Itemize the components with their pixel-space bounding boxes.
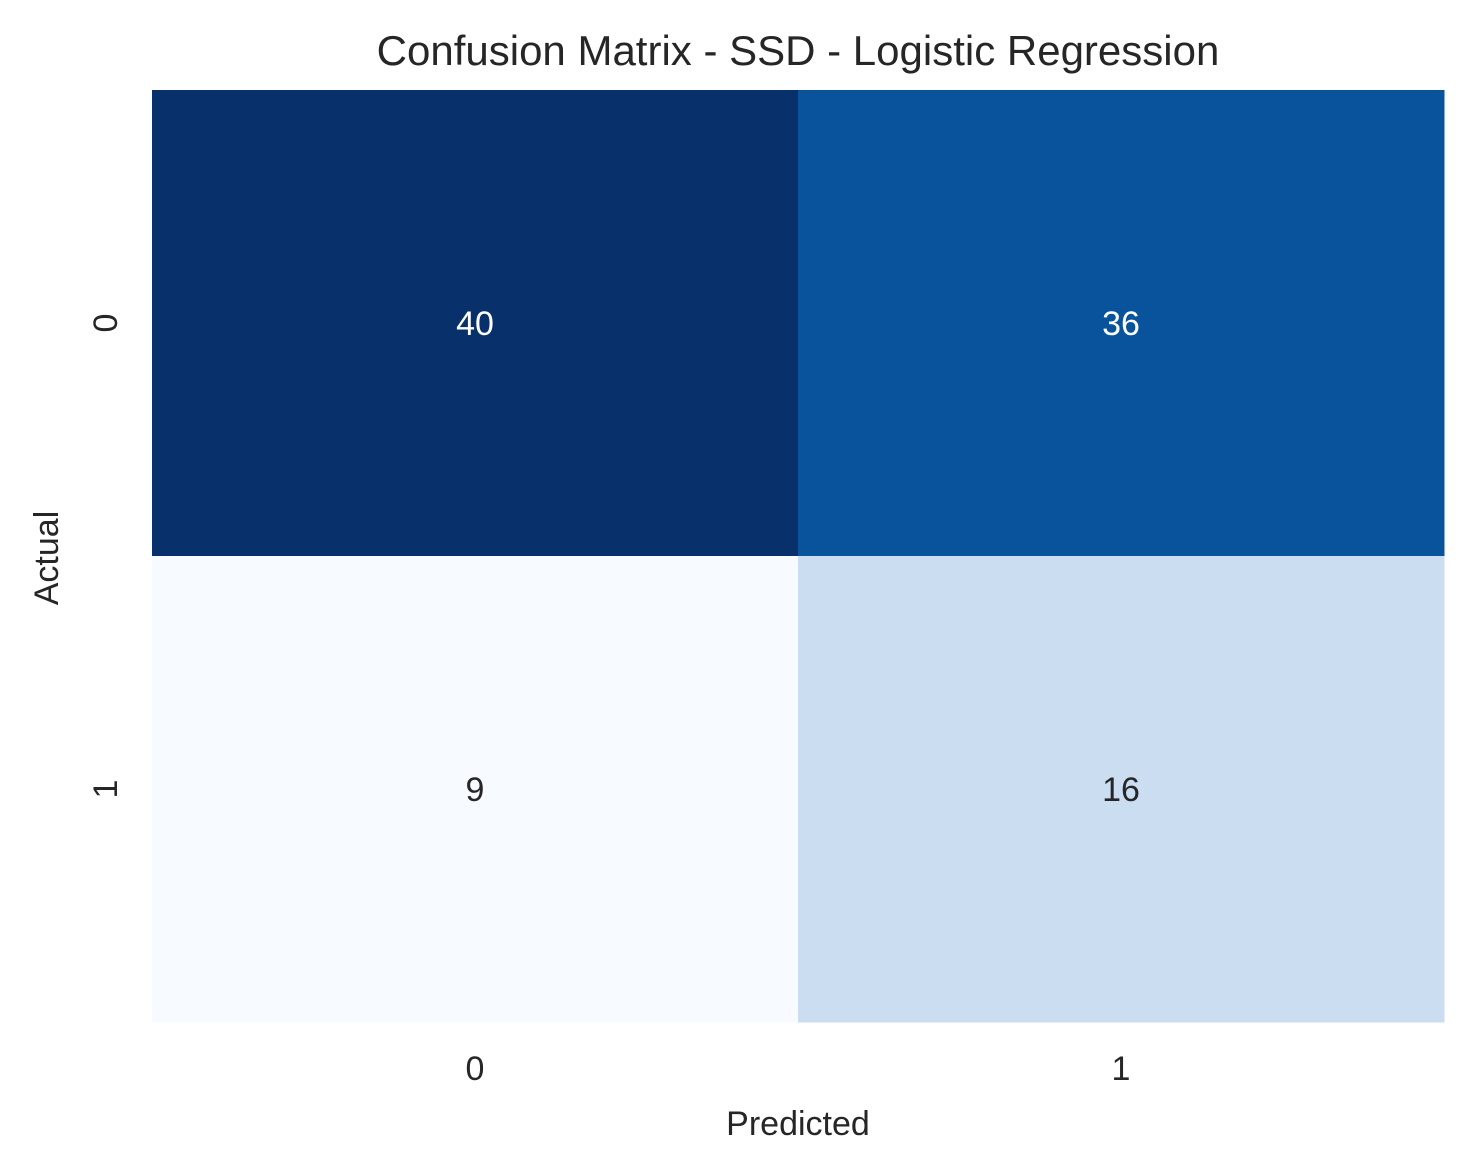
y-axis-ticks: 01 — [87, 314, 125, 799]
chart-title: Confusion Matrix - SSD - Logistic Regres… — [377, 27, 1220, 74]
y-tick-label-0: 0 — [87, 314, 125, 333]
heatmap-cell-r0-c1 — [798, 90, 1445, 557]
cell-value-label-r0-c0: 40 — [456, 305, 494, 343]
x-axis-label: Predicted — [726, 1105, 870, 1143]
x-tick-label-1: 1 — [1112, 1050, 1131, 1088]
heatmap-cell-r1-c1 — [798, 556, 1445, 1023]
cell-value-label-r1-c0: 9 — [466, 771, 485, 809]
heatmap-cell-labels: 40 36 9 16 — [456, 305, 1140, 809]
heatmap-cell-r1-c0 — [152, 556, 799, 1023]
heatmap-cells — [152, 90, 1445, 1023]
y-axis-label: Actual — [28, 511, 66, 606]
x-tick-label-0: 0 — [466, 1050, 485, 1088]
y-tick-label-1: 1 — [87, 780, 125, 799]
cell-value-label-r0-c1: 36 — [1102, 305, 1140, 343]
heatmap-cell-r0-c0 — [152, 90, 799, 557]
cell-value-label-r1-c1: 16 — [1102, 771, 1140, 809]
